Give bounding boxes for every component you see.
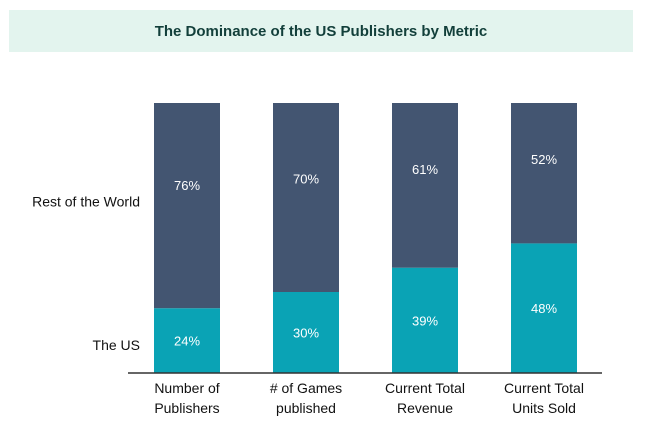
category-label-1-line-1: Number of — [154, 380, 219, 396]
category-labels-group: Number of Publishers # of Games published Cu… — [154, 380, 584, 416]
bar-rest-of-world-3 — [392, 103, 458, 268]
bar-us-3 — [392, 267, 458, 373]
series-label-rest-of-world: Rest of the World — [32, 193, 140, 209]
category-label-3-line-2: Revenue — [397, 400, 453, 416]
bar-labels-group: 24% 76% 30% 70% 39% 61% 48% 52% — [174, 152, 557, 348]
data-label-us-3: 39% — [412, 313, 438, 328]
category-label-4-line-1: Current Total — [504, 380, 584, 396]
data-label-rest-of-world-4: 52% — [531, 152, 557, 167]
bars-group — [154, 103, 577, 373]
bar-us-1 — [154, 308, 220, 373]
data-label-rest-of-world-2: 70% — [293, 172, 319, 187]
data-label-us-4: 48% — [531, 301, 557, 316]
chart-title: The Dominance of the US Publishers by Me… — [154, 22, 488, 40]
chart-title-banner: The Dominance of the US Publishers by Me… — [9, 10, 633, 52]
data-label-rest-of-world-3: 61% — [412, 162, 438, 177]
series-label-us: The US — [93, 337, 140, 353]
category-label-1-line-2: Publishers — [154, 400, 219, 416]
data-label-us-1: 24% — [174, 334, 200, 349]
bar-us-2 — [273, 292, 339, 373]
category-label-2-line-1: # of Games — [270, 380, 342, 396]
data-label-us-2: 30% — [293, 326, 319, 341]
bar-rest-of-world-4 — [511, 103, 577, 244]
data-label-rest-of-world-1: 76% — [174, 178, 200, 193]
bar-rest-of-world-2 — [273, 103, 339, 292]
category-label-2-line-2: published — [276, 400, 336, 416]
category-label-3-line-1: Current Total — [385, 380, 465, 396]
series-labels-group: The US Rest of the World — [32, 193, 140, 353]
category-label-4-line-2: Units Sold — [512, 400, 576, 416]
bar-rest-of-world-1 — [154, 103, 220, 309]
bar-us-4 — [511, 243, 577, 373]
